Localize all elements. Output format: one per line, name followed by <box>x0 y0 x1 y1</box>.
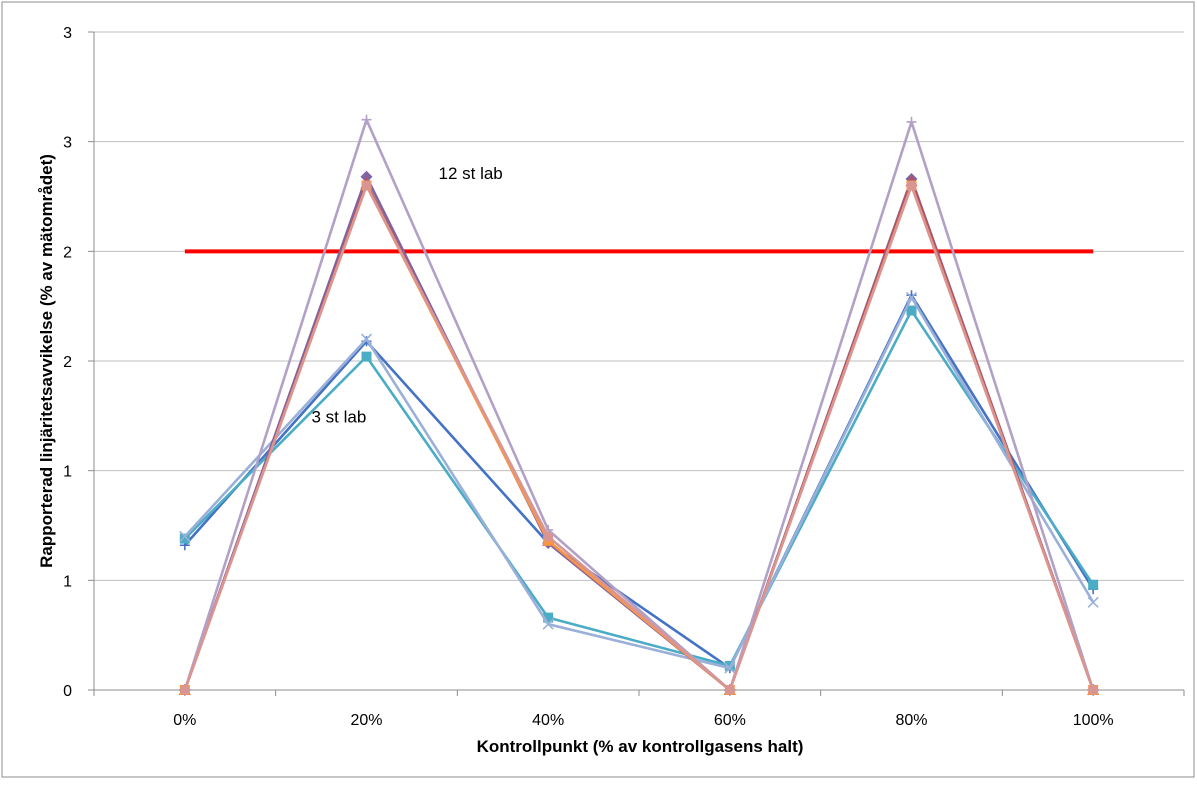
x-axis-title: Kontrollpunkt (% av kontrollgasens halt) <box>477 737 804 756</box>
annotation-label: 12 st lab <box>439 164 503 183</box>
y-tick-label: 1 <box>63 464 72 481</box>
y-tick-label: 2 <box>63 354 72 371</box>
annotations: 12 st lab 3 st lab <box>312 164 503 426</box>
data-point <box>1087 596 1099 608</box>
tick-labels: 0 1 1 2 2 3 3 0% 20% 40% 60% 80% 100% <box>63 25 1114 729</box>
axes <box>88 31 1185 696</box>
y-tick-label: 3 <box>63 25 72 42</box>
data-point <box>906 305 917 316</box>
series-line <box>183 118 1095 692</box>
y-tick-label: 1 <box>63 573 72 590</box>
series-line <box>183 184 1095 692</box>
x-tick-label: 100% <box>1073 712 1114 729</box>
data-point <box>179 530 191 543</box>
y-axis-title: Rapporterad linjäritetsavvikelse (% av m… <box>37 154 56 568</box>
data-point <box>179 533 190 544</box>
data-point <box>361 351 372 362</box>
data-point <box>1088 579 1099 590</box>
data-point <box>724 685 735 695</box>
data-point <box>361 180 372 191</box>
data-point <box>179 685 190 695</box>
series-line <box>183 309 1095 668</box>
annotation-label: 3 st lab <box>312 407 367 426</box>
data-point <box>360 333 373 345</box>
data-point <box>1088 685 1099 695</box>
series <box>179 291 1099 674</box>
series-group <box>178 114 1100 696</box>
y-tick-label: 2 <box>63 244 72 261</box>
x-tick-label: 0% <box>173 712 196 729</box>
data-point <box>543 612 554 623</box>
x-tick-label: 60% <box>714 712 746 729</box>
series <box>179 180 1099 695</box>
data-point <box>542 618 554 630</box>
data-point <box>905 291 918 303</box>
x-tick-label: 40% <box>532 712 564 729</box>
series-line <box>183 296 1095 670</box>
y-tick-label: 3 <box>63 135 72 152</box>
data-point <box>906 180 917 191</box>
data-point <box>361 114 372 125</box>
data-point <box>906 116 917 127</box>
y-tick-label: 0 <box>63 683 72 700</box>
series-line <box>183 293 1095 670</box>
x-tick-label: 20% <box>350 712 382 729</box>
x-tick-label: 80% <box>895 712 927 729</box>
data-point <box>543 531 554 542</box>
data-point <box>360 170 373 183</box>
data-point <box>724 662 736 674</box>
